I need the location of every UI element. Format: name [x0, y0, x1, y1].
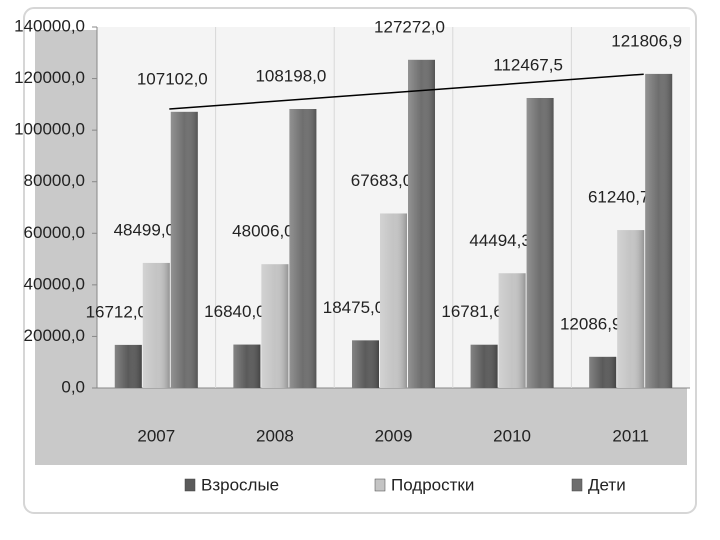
value-label: 127272,0	[374, 17, 445, 36]
value-label: 107102,0	[137, 69, 208, 88]
value-label: 16840,0	[204, 302, 265, 321]
x-tick-label: 2010	[493, 426, 531, 445]
bar-shade	[170, 111, 198, 389]
x-tick-label: 2011	[612, 426, 649, 445]
legend-swatch	[571, 478, 583, 492]
y-tick-label: 0,0	[61, 377, 85, 396]
legend-label: Подростки	[391, 475, 474, 494]
bar-shade	[617, 230, 645, 388]
legend-swatch	[184, 478, 196, 492]
bar-shade	[261, 264, 289, 388]
value-label: 44494,3	[469, 231, 530, 250]
value-label: 12086,9	[560, 314, 621, 333]
trend-line	[169, 73, 644, 110]
legend-swatch	[374, 478, 386, 492]
value-label: 67683,0	[351, 171, 412, 190]
y-tick-label: 120000,0	[14, 68, 85, 87]
bar-shade	[526, 97, 554, 389]
y-tick-label: 80000,0	[24, 171, 85, 190]
bar-shade	[589, 356, 617, 388]
value-label: 48499,0	[114, 220, 175, 239]
value-label: 16781,6	[441, 302, 502, 321]
x-tick-label: 2008	[256, 426, 294, 445]
value-label: 112467,5	[493, 55, 563, 74]
value-label: 48006,0	[232, 222, 293, 241]
x-tick-label: 2009	[375, 426, 413, 445]
bar-shade	[380, 213, 407, 388]
value-label: 16712,0	[86, 302, 147, 321]
bar-shade	[233, 344, 261, 388]
y-tick-label: 40000,0	[24, 274, 85, 293]
value-label: 61240,7	[588, 188, 649, 207]
legend-label: Дети	[588, 475, 626, 494]
y-tick-label: 60000,0	[24, 223, 85, 242]
bar-shade	[289, 109, 317, 389]
value-label: 108198,0	[255, 66, 326, 85]
value-label: 121806,9	[611, 31, 682, 50]
x-tick-label: 2007	[137, 426, 175, 445]
bar-shade	[470, 344, 498, 388]
y-tick-label: 140000,0	[14, 16, 85, 35]
legend-label: Взрослые	[201, 475, 279, 494]
bar-shade	[645, 73, 673, 389]
bar-shade	[498, 273, 526, 388]
bar-shade	[352, 340, 379, 388]
y-tick-label: 20000,0	[24, 326, 85, 345]
bar-shade	[142, 262, 170, 388]
value-label: 18475,0	[323, 298, 384, 317]
bar-shade	[408, 59, 435, 388]
y-tick-label: 100000,0	[14, 120, 85, 139]
bar-shade	[114, 344, 142, 388]
